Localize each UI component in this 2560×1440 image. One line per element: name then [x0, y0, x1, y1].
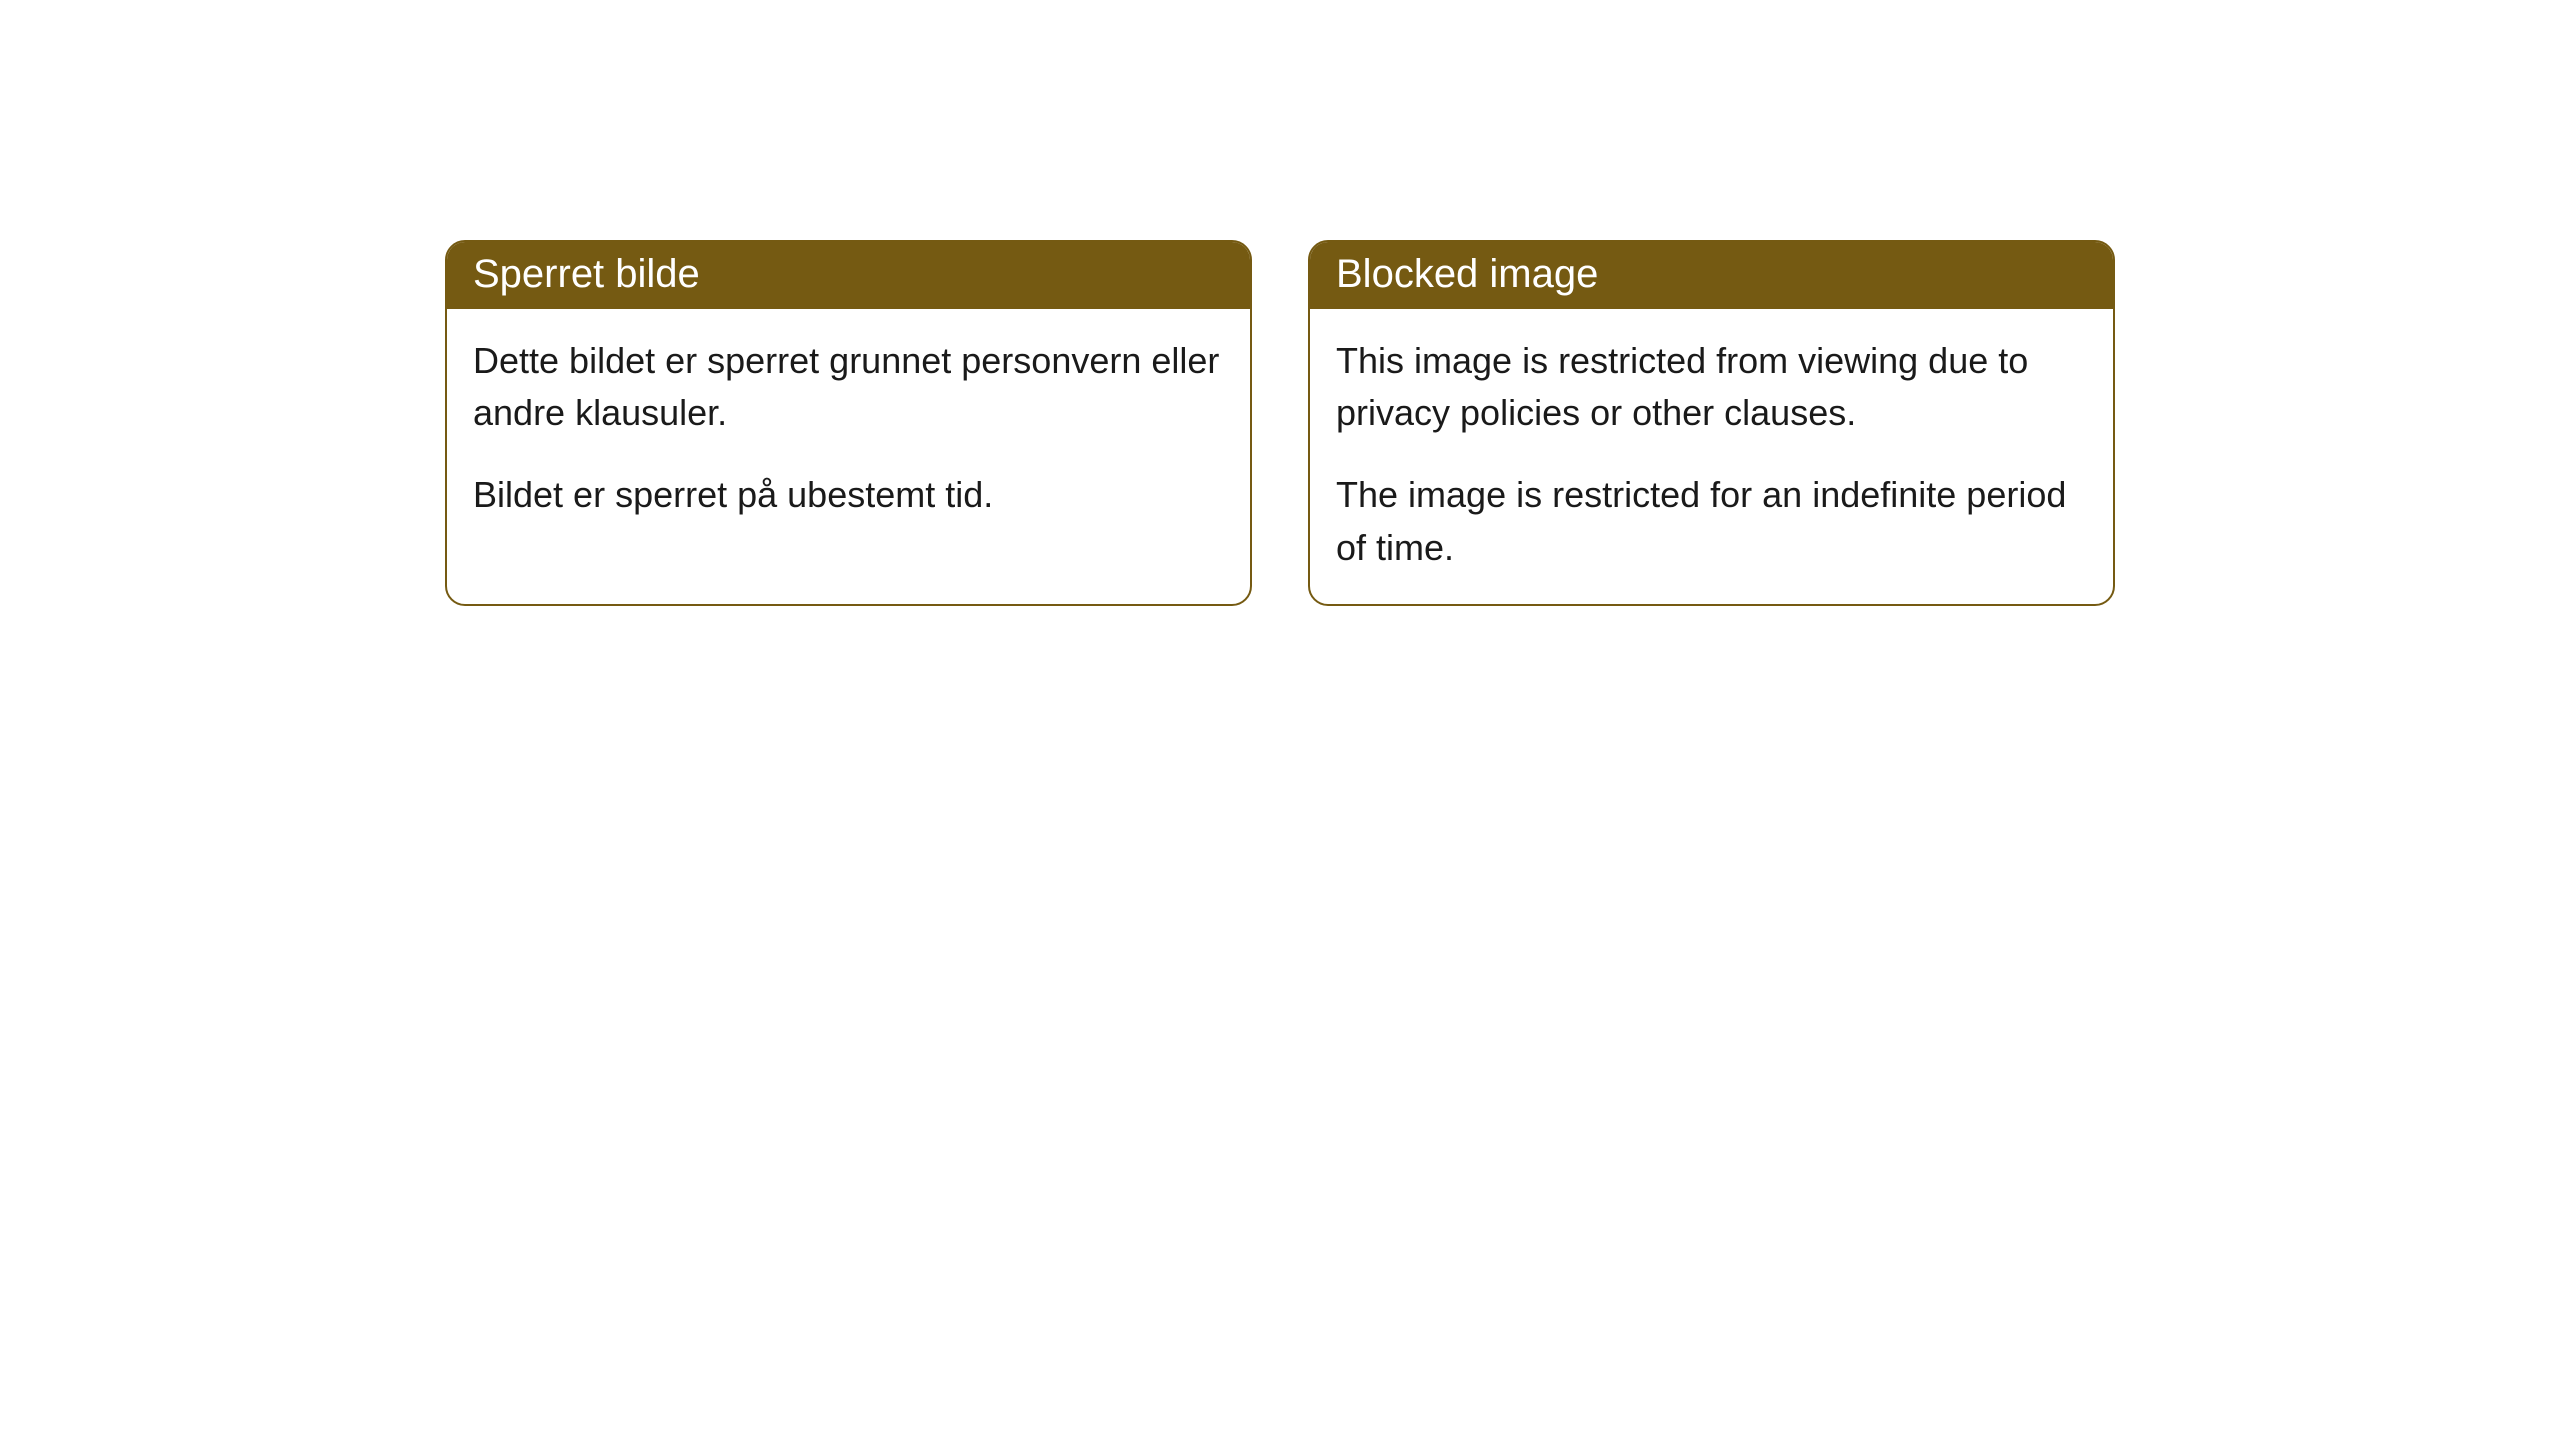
notice-card-norwegian: Sperret bilde Dette bildet er sperret gr… — [445, 240, 1252, 606]
card-paragraph: Bildet er sperret på ubestemt tid. — [473, 469, 1224, 521]
card-body: This image is restricted from viewing du… — [1310, 309, 2113, 604]
card-header: Sperret bilde — [447, 242, 1250, 309]
card-title: Sperret bilde — [473, 252, 700, 296]
card-paragraph: Dette bildet er sperret grunnet personve… — [473, 335, 1224, 439]
card-body: Dette bildet er sperret grunnet personve… — [447, 309, 1250, 552]
card-paragraph: The image is restricted for an indefinit… — [1336, 469, 2087, 573]
notice-cards-container: Sperret bilde Dette bildet er sperret gr… — [0, 240, 2560, 606]
card-title: Blocked image — [1336, 252, 1598, 296]
notice-card-english: Blocked image This image is restricted f… — [1308, 240, 2115, 606]
card-header: Blocked image — [1310, 242, 2113, 309]
card-paragraph: This image is restricted from viewing du… — [1336, 335, 2087, 439]
